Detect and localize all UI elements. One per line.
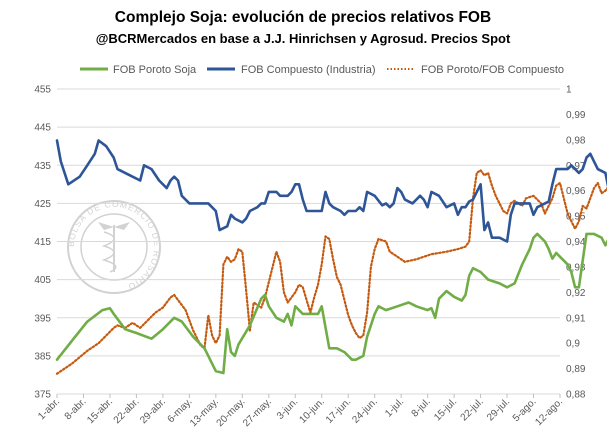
chart-subtitle: @BCRMercados en base a J.J. Hinrichsen y… [96, 31, 511, 46]
y-left-tick-label: 375 [34, 390, 51, 401]
legend-label-poroto: FOB Poroto Soja [113, 64, 197, 76]
x-tick-label: 15-abr. [85, 396, 115, 426]
y-right-tick-label: 0,92 [566, 288, 586, 299]
series-line-fob-compuesto-industria [55, 139, 607, 243]
x-tick-label: 22-abr. [112, 396, 142, 426]
series-line-fob-poroto-fob-compuesto [55, 169, 607, 375]
x-tick-label: 17-jun. [324, 396, 353, 425]
y-right-tick-label: 0,99 [566, 110, 586, 121]
y-right-tick-label: 0,89 [566, 364, 586, 375]
y-right-tick-label: 0,93 [566, 262, 586, 273]
y-left-tick-label: 445 [34, 123, 51, 134]
y-left-tick-label: 435 [34, 161, 51, 172]
y-left-tick-label: 385 [34, 351, 51, 362]
y-left-tick-label: 455 [34, 85, 51, 96]
x-tick-label: 8-jul. [410, 396, 433, 419]
seal-caduceus-wings [98, 222, 130, 230]
y-right-tick-label: 0,98 [566, 135, 586, 146]
y-right-tick-label: 0,96 [566, 186, 586, 197]
x-tick-label: 1-jul. [383, 396, 406, 419]
seal-outer-ring [67, 200, 161, 294]
x-tick-label: 27-may. [241, 396, 274, 429]
x-tick-label: 29-jul. [485, 396, 512, 423]
axes: 375 385 395 405 415 425 435 445 455 0,88 0,89 0,9 0,… [34, 85, 586, 430]
x-tick-label: 22-jul. [459, 396, 486, 423]
y-right-tick-label: 1 [566, 85, 572, 96]
legend: FOB Poroto Soja FOB Compuesto (Industria… [80, 64, 564, 76]
x-tick-label: 13-may. [188, 396, 221, 429]
y-right-tick-label: 0,95 [566, 212, 586, 223]
y-left-tick-label: 405 [34, 275, 51, 286]
y-right-tick-label: 0,88 [566, 390, 586, 401]
x-tick-label: 20-may. [215, 396, 248, 429]
x-tick-label: 15-jul. [432, 396, 459, 423]
x-tick-label: 29-abr. [138, 396, 168, 426]
y-left-tick-label: 395 [34, 313, 51, 324]
y-right-tick-label: 0,9 [566, 339, 580, 350]
seal-caduceus-snakes [101, 231, 117, 273]
series-line-fob-poroto-soja [55, 232, 607, 375]
y-left-tick-label: 425 [34, 199, 51, 210]
y-right-tick-label: 0,94 [566, 237, 586, 248]
chart-title: Complejo Soja: evolución de precios rela… [115, 9, 491, 26]
y-right-tick-label: 0,97 [566, 161, 586, 172]
y-right-tick-label: 0,91 [566, 313, 586, 324]
legend-label-ratio: FOB Poroto/FOB Compuesto [421, 64, 564, 76]
series-lines [55, 139, 607, 375]
x-tick-label: 12-ago. [533, 396, 565, 428]
legend-label-compuesto: FOB Compuesto (Industria) [241, 64, 376, 76]
gridlines [57, 88, 560, 395]
bcr-seal-watermark: BOLSA DE COMERCIO DE ROSARIO [66, 199, 161, 294]
y-left-tick-label: 415 [34, 237, 51, 248]
x-tick-label: 24-jun. [350, 396, 379, 425]
x-tick-label: 10-jun. [297, 396, 326, 425]
